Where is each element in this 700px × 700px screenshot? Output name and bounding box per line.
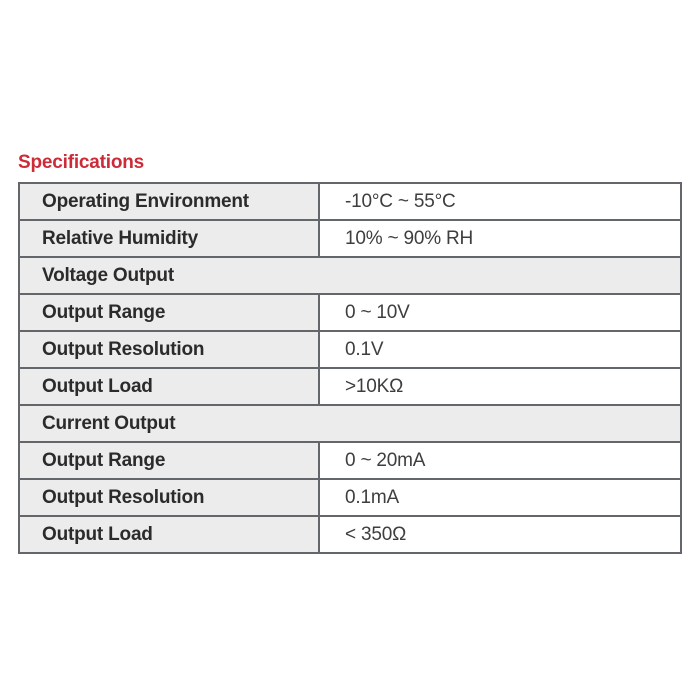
table-row-voltage-output-resolution: Output Resolution 0.1V (20, 330, 680, 367)
row-value: 0.1V (320, 332, 680, 367)
row-value: 0.1mA (320, 480, 680, 515)
table-row-current-output-load: Output Load < 350Ω (20, 515, 680, 552)
row-label: Output Range (20, 295, 320, 330)
row-value: 0 ~ 20mA (320, 443, 680, 478)
table-row-current-output-resolution: Output Resolution 0.1mA (20, 478, 680, 515)
table-row-voltage-output-range: Output Range 0 ~ 10V (20, 293, 680, 330)
section-label: Voltage Output (20, 258, 680, 293)
row-label: Output Load (20, 369, 320, 404)
section-label: Current Output (20, 406, 680, 441)
row-value: 0 ~ 10V (320, 295, 680, 330)
section-row-voltage-output: Voltage Output (20, 256, 680, 293)
row-value: >10KΩ (320, 369, 680, 404)
section-row-current-output: Current Output (20, 404, 680, 441)
row-label: Output Resolution (20, 332, 320, 367)
row-label: Output Resolution (20, 480, 320, 515)
table-row-voltage-output-load: Output Load >10KΩ (20, 367, 680, 404)
specifications-table: Operating Environment -10°C ~ 55°C Relat… (18, 182, 682, 554)
table-row-current-output-range: Output Range 0 ~ 20mA (20, 441, 680, 478)
row-label: Output Range (20, 443, 320, 478)
row-value: 10% ~ 90% RH (320, 221, 680, 256)
row-label: Operating Environment (20, 184, 320, 219)
row-label: Relative Humidity (20, 221, 320, 256)
table-row-operating-environment: Operating Environment -10°C ~ 55°C (20, 184, 680, 219)
table-row-relative-humidity: Relative Humidity 10% ~ 90% RH (20, 219, 680, 256)
row-value: < 350Ω (320, 517, 680, 552)
row-value: -10°C ~ 55°C (320, 184, 680, 219)
row-label: Output Load (20, 517, 320, 552)
page-title: Specifications (18, 152, 145, 173)
